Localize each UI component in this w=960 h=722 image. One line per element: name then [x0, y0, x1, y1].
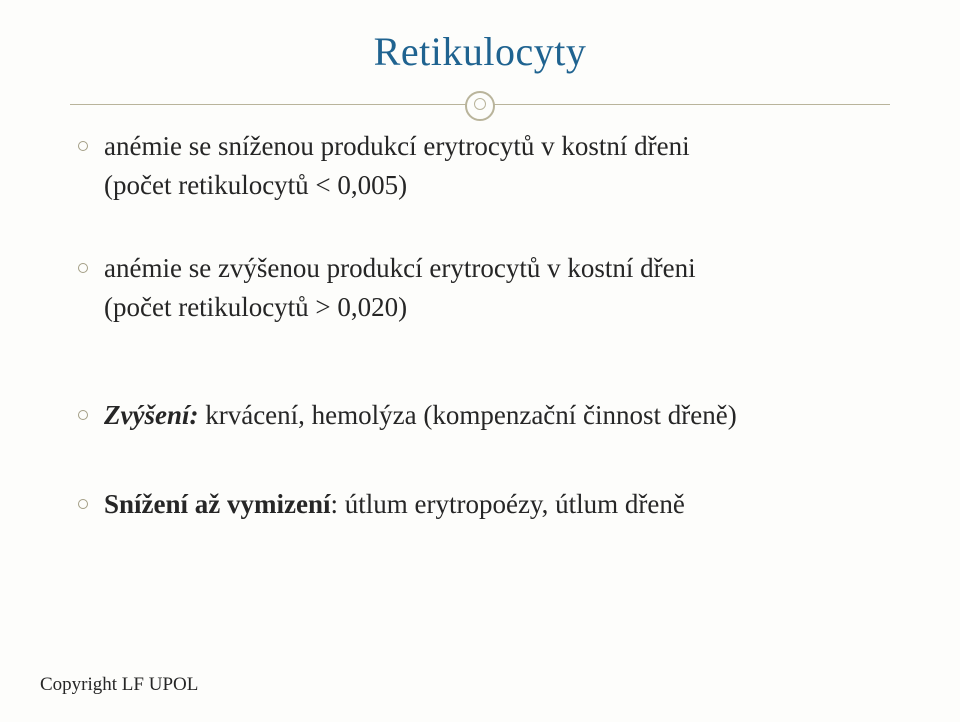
- bullet-text-line1: anémie se sníženou produkcí erytrocytů v…: [104, 131, 690, 161]
- bullet-text-line2: (počet retikulocytů > 0,020): [104, 292, 407, 322]
- slide: Retikulocyty anémie se sníženou produkcí…: [0, 0, 960, 722]
- bullet-text: : útlum erytropoézy, útlum dřeně: [330, 489, 684, 519]
- footer-copyright: Copyright LF UPOL: [40, 674, 198, 696]
- divider-ornament: [70, 81, 890, 111]
- bullet-text-line1: anémie se zvýšenou produkcí erytrocytů v…: [104, 253, 696, 283]
- bullet-item: Snížení až vymizení: útlum erytropoézy, …: [78, 485, 890, 524]
- bullet-item: Zvýšení: krvácení, hemolýza (kompenzační…: [78, 396, 890, 435]
- bullet-label: Snížení až vymizení: [104, 489, 330, 519]
- slide-content: anémie se sníženou produkcí erytrocytů v…: [70, 123, 890, 524]
- slide-title: Retikulocyty: [70, 28, 890, 75]
- bullet-item: anémie se sníženou produkcí erytrocytů v…: [78, 127, 890, 205]
- bullet-label: Zvýšení:: [104, 400, 198, 430]
- bullet-text: krvácení, hemolýza (kompenzační činnost …: [198, 400, 736, 430]
- title-wrap: Retikulocyty: [70, 28, 890, 75]
- bullet-text-line2: (počet retikulocytů < 0,005): [104, 170, 407, 200]
- bullet-item: anémie se zvýšenou produkcí erytrocytů v…: [78, 249, 890, 327]
